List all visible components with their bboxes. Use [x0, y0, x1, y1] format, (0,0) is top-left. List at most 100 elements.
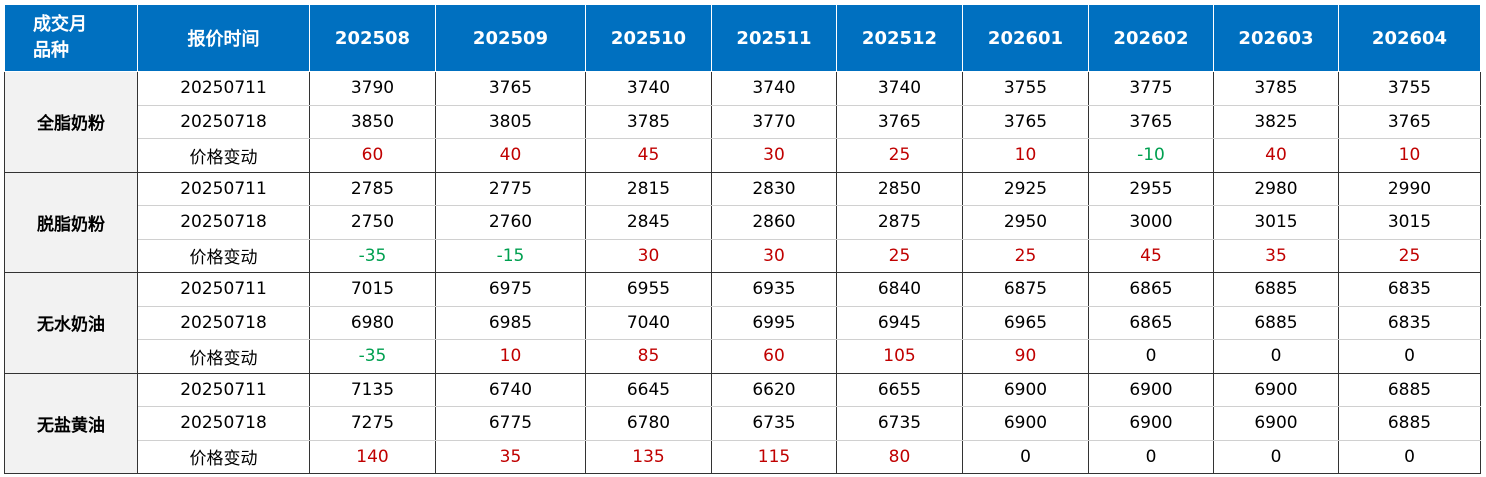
row-label: 20250711: [137, 373, 310, 407]
price-cell: 6935: [711, 272, 837, 307]
table-row: 20250718 7275 6775 6780 6735 6735 6900 6900 6900…: [5, 406, 1481, 441]
product-name: 无盐黄油: [4, 373, 138, 474]
row-label: 20250718: [137, 205, 310, 240]
price-cell: 30: [711, 138, 837, 173]
price-cell: 6885: [1338, 406, 1481, 441]
price-cell: 45: [1088, 239, 1214, 273]
price-cell: 6900: [1213, 373, 1339, 407]
price-cell: 2785: [309, 172, 436, 206]
price-cell: 7040: [585, 306, 712, 340]
price-cell: 3850: [309, 105, 436, 139]
month-header: 202601: [962, 4, 1089, 72]
row-label: 20250711: [137, 71, 310, 106]
price-cell: 0: [1088, 440, 1214, 474]
price-cell: 3755: [962, 71, 1089, 106]
price-cell: 6835: [1338, 306, 1481, 340]
price-cell: 6780: [585, 406, 712, 441]
price-cell: 6645: [585, 373, 712, 407]
price-cell: 45: [585, 138, 712, 173]
price-cell: -35: [309, 339, 436, 374]
price-cell: 3765: [962, 105, 1089, 139]
price-cell: 3785: [1213, 71, 1339, 106]
price-cell: 80: [836, 440, 963, 474]
price-cell: 3740: [711, 71, 837, 106]
month-header: 202604: [1338, 4, 1481, 72]
price-cell: 115: [711, 440, 837, 474]
price-cell: 2980: [1213, 172, 1339, 206]
header-row: 成交月 品种 报价时间 202508 202509 202510 202511 20251…: [4, 4, 1481, 72]
price-cell: 6740: [435, 373, 586, 407]
row-label: 价格变动: [137, 239, 310, 273]
row-label: 价格变动: [137, 339, 310, 374]
month-header: 202508: [309, 4, 436, 72]
price-cell: 25: [962, 239, 1089, 273]
price-cell: 6735: [836, 406, 963, 441]
price-cell: 10: [1338, 138, 1481, 173]
table-row: 无水奶油 20250711 7015 6975 6955 6935 6840 6875 6865…: [4, 272, 1481, 374]
product-name: 无水奶油: [4, 272, 138, 374]
corner-header: 成交月 品种: [4, 4, 138, 72]
price-cell: 0: [1338, 339, 1481, 374]
price-cell: 0: [1088, 339, 1214, 374]
row-label: 20250718: [137, 406, 310, 441]
price-cell: 6865: [1088, 306, 1214, 340]
corner-text: 品种: [33, 40, 69, 61]
price-cell: 6900: [962, 406, 1089, 441]
row-label: 价格变动: [137, 440, 310, 474]
corner-text: 成交月: [33, 14, 87, 35]
price-cell: 105: [836, 339, 963, 374]
price-cell: 6655: [836, 373, 963, 407]
price-table: 成交月 品种 报价时间 202508 202509 202510 202511 20251…: [4, 4, 1481, 474]
table-row: 无盐黄油 20250711 7135 6740 6645 6620 6655 6900 6900…: [4, 373, 1481, 474]
price-cell: 3765: [435, 71, 586, 106]
price-cell: 2875: [836, 205, 963, 240]
price-cell: 3775: [1088, 71, 1214, 106]
price-cell: 25: [836, 138, 963, 173]
price-cell: 3015: [1338, 205, 1481, 240]
table-row: 20250718 3850 3805 3785 3770 3765 3765 3765 3825…: [5, 105, 1481, 139]
price-cell: 6965: [962, 306, 1089, 340]
price-cell: 6995: [711, 306, 837, 340]
product-name: 脱脂奶粉: [4, 172, 138, 273]
price-cell: 40: [435, 138, 586, 173]
price-cell: 35: [1213, 239, 1339, 273]
price-cell: 6835: [1338, 272, 1481, 307]
price-cell: 30: [711, 239, 837, 273]
table-row: 价格变动 140 35 135 115 80 0 0 0 0: [5, 440, 1481, 474]
price-cell: 3015: [1213, 205, 1339, 240]
price-cell: 7275: [309, 406, 436, 441]
price-cell: 0: [1213, 339, 1339, 374]
price-cell: 6885: [1213, 306, 1339, 340]
month-header: 202602: [1088, 4, 1214, 72]
price-cell: 2760: [435, 205, 586, 240]
month-header: 202603: [1213, 4, 1339, 72]
price-cell: 7135: [309, 373, 436, 407]
price-cell: 60: [711, 339, 837, 374]
price-cell: 0: [1338, 440, 1481, 474]
price-cell: 6985: [435, 306, 586, 340]
price-cell: 0: [1213, 440, 1339, 474]
price-cell: 3740: [585, 71, 712, 106]
price-cell: 3790: [309, 71, 436, 106]
price-cell: 2815: [585, 172, 712, 206]
price-cell: 6840: [836, 272, 963, 307]
price-cell: 6620: [711, 373, 837, 407]
price-cell: 2955: [1088, 172, 1214, 206]
table-row: 价格变动 -35 10 85 60 105 90 0 0 0: [5, 339, 1481, 374]
price-cell: 2925: [962, 172, 1089, 206]
price-cell: 3805: [435, 105, 586, 139]
table-row: 价格变动 -35 -15 30 30 25 25 45 35 25: [5, 239, 1481, 273]
month-header: 202510: [585, 4, 712, 72]
price-cell: -10: [1088, 138, 1214, 173]
price-cell: 6955: [585, 272, 712, 307]
row-label: 20250711: [137, 172, 310, 206]
table-row: 20250718 6980 6985 7040 6995 6945 6965 6865 6885…: [5, 306, 1481, 340]
price-cell: 85: [585, 339, 712, 374]
product-name: 全脂奶粉: [4, 71, 138, 173]
price-cell: 7015: [309, 272, 436, 307]
price-cell: 40: [1213, 138, 1339, 173]
price-cell: -35: [309, 239, 436, 273]
price-cell: 140: [309, 440, 436, 474]
price-cell: 30: [585, 239, 712, 273]
table-row: 20250718 2750 2760 2845 2860 2875 2950 3000 3015…: [5, 205, 1481, 240]
